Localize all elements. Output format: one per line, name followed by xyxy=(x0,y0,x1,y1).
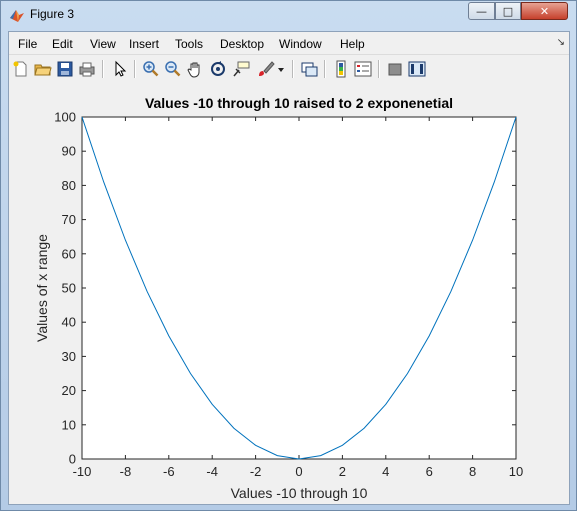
rotate-3d-icon[interactable] xyxy=(209,60,227,78)
brush-icon[interactable] xyxy=(257,60,275,78)
menu-insert[interactable]: Insert xyxy=(129,37,160,51)
minimize-button[interactable]: — xyxy=(468,2,495,20)
pan-hand-icon[interactable] xyxy=(186,60,204,78)
plot-svg: Values -10 through 10 raised to 2 expone… xyxy=(34,95,523,501)
window-title: Figure 3 xyxy=(30,7,75,21)
x-tick-label: 10 xyxy=(509,464,523,479)
edit-plot-arrow-icon[interactable] xyxy=(111,60,129,78)
x-tick-label: -8 xyxy=(120,464,132,479)
menu-edit[interactable]: Edit xyxy=(52,37,73,51)
axes-background[interactable] xyxy=(82,117,516,459)
toolbar-separator xyxy=(324,60,326,78)
y-tick-label: 100 xyxy=(54,110,76,125)
save-icon[interactable] xyxy=(56,60,74,78)
hide-plot-tools-icon[interactable] xyxy=(386,60,404,78)
toolbar-separator xyxy=(292,60,294,78)
menu-tools[interactable]: Tools xyxy=(175,37,204,51)
menu-window[interactable]: Window xyxy=(279,37,322,51)
x-tick-label: 0 xyxy=(295,464,302,479)
y-tick-label: 60 xyxy=(62,246,76,261)
print-icon[interactable] xyxy=(78,60,96,78)
figure-canvas: Values -10 through 10 raised to 2 expone… xyxy=(9,83,569,504)
x-tick-label: 8 xyxy=(469,464,476,479)
figure-toolbar xyxy=(9,54,569,84)
x-axis-label: Values -10 through 10 xyxy=(231,485,368,501)
title-bar[interactable]: Figure 3 — □ ✕ xyxy=(1,1,576,29)
maximize-button[interactable]: □ xyxy=(495,2,521,20)
x-tick-label: 2 xyxy=(339,464,346,479)
link-plot-icon[interactable] xyxy=(300,60,318,78)
chart-title: Values -10 through 10 raised to 2 expone… xyxy=(145,95,453,111)
toolbar-separator xyxy=(378,60,380,78)
y-tick-label: 80 xyxy=(62,178,76,193)
toolbar-separator xyxy=(134,60,136,78)
brush-dropdown-icon[interactable] xyxy=(276,60,286,78)
y-tick-label: 10 xyxy=(62,417,76,432)
x-tick-label: -2 xyxy=(250,464,262,479)
data-cursor-icon[interactable] xyxy=(232,60,250,78)
y-axis-label: Values of x range xyxy=(34,234,50,342)
new-figure-icon[interactable] xyxy=(12,60,30,78)
y-tick-label: 50 xyxy=(62,281,76,296)
zoom-out-icon[interactable] xyxy=(164,60,182,78)
show-plot-tools-icon[interactable] xyxy=(408,60,426,78)
menu-overflow-icon[interactable]: ↘ xyxy=(556,37,565,48)
y-tick-label: 30 xyxy=(62,349,76,364)
y-tick-label: 70 xyxy=(62,212,76,227)
y-tick-label: 40 xyxy=(62,315,76,330)
y-tick-label: 0 xyxy=(69,452,76,467)
matlab-logo-icon xyxy=(10,10,24,22)
insert-colorbar-icon[interactable] xyxy=(332,60,350,78)
zoom-in-icon[interactable] xyxy=(142,60,160,78)
menu-file[interactable]: File xyxy=(18,37,38,51)
menu-bar: File Edit View Insert Tools Desktop Wind… xyxy=(9,32,569,54)
x-tick-label: 6 xyxy=(426,464,433,479)
series-line[interactable] xyxy=(81,116,517,460)
toolbar-separator xyxy=(102,60,104,78)
x-tick-label: -4 xyxy=(206,464,218,479)
series-layer xyxy=(81,116,517,460)
insert-legend-icon[interactable] xyxy=(354,60,372,78)
x-tick-label: -10 xyxy=(73,464,92,479)
x-tick-label: 4 xyxy=(382,464,389,479)
figure-client-area: File Edit View Insert Tools Desktop Wind… xyxy=(8,31,570,505)
close-button[interactable]: ✕ xyxy=(521,2,568,20)
x-tick-label: -6 xyxy=(163,464,175,479)
y-tick-label: 90 xyxy=(62,144,76,159)
menu-help[interactable]: Help xyxy=(340,37,365,51)
y-tick-label: 20 xyxy=(62,383,76,398)
open-file-icon[interactable] xyxy=(34,60,52,78)
menu-desktop[interactable]: Desktop xyxy=(220,37,265,51)
menu-view[interactable]: View xyxy=(90,37,116,51)
